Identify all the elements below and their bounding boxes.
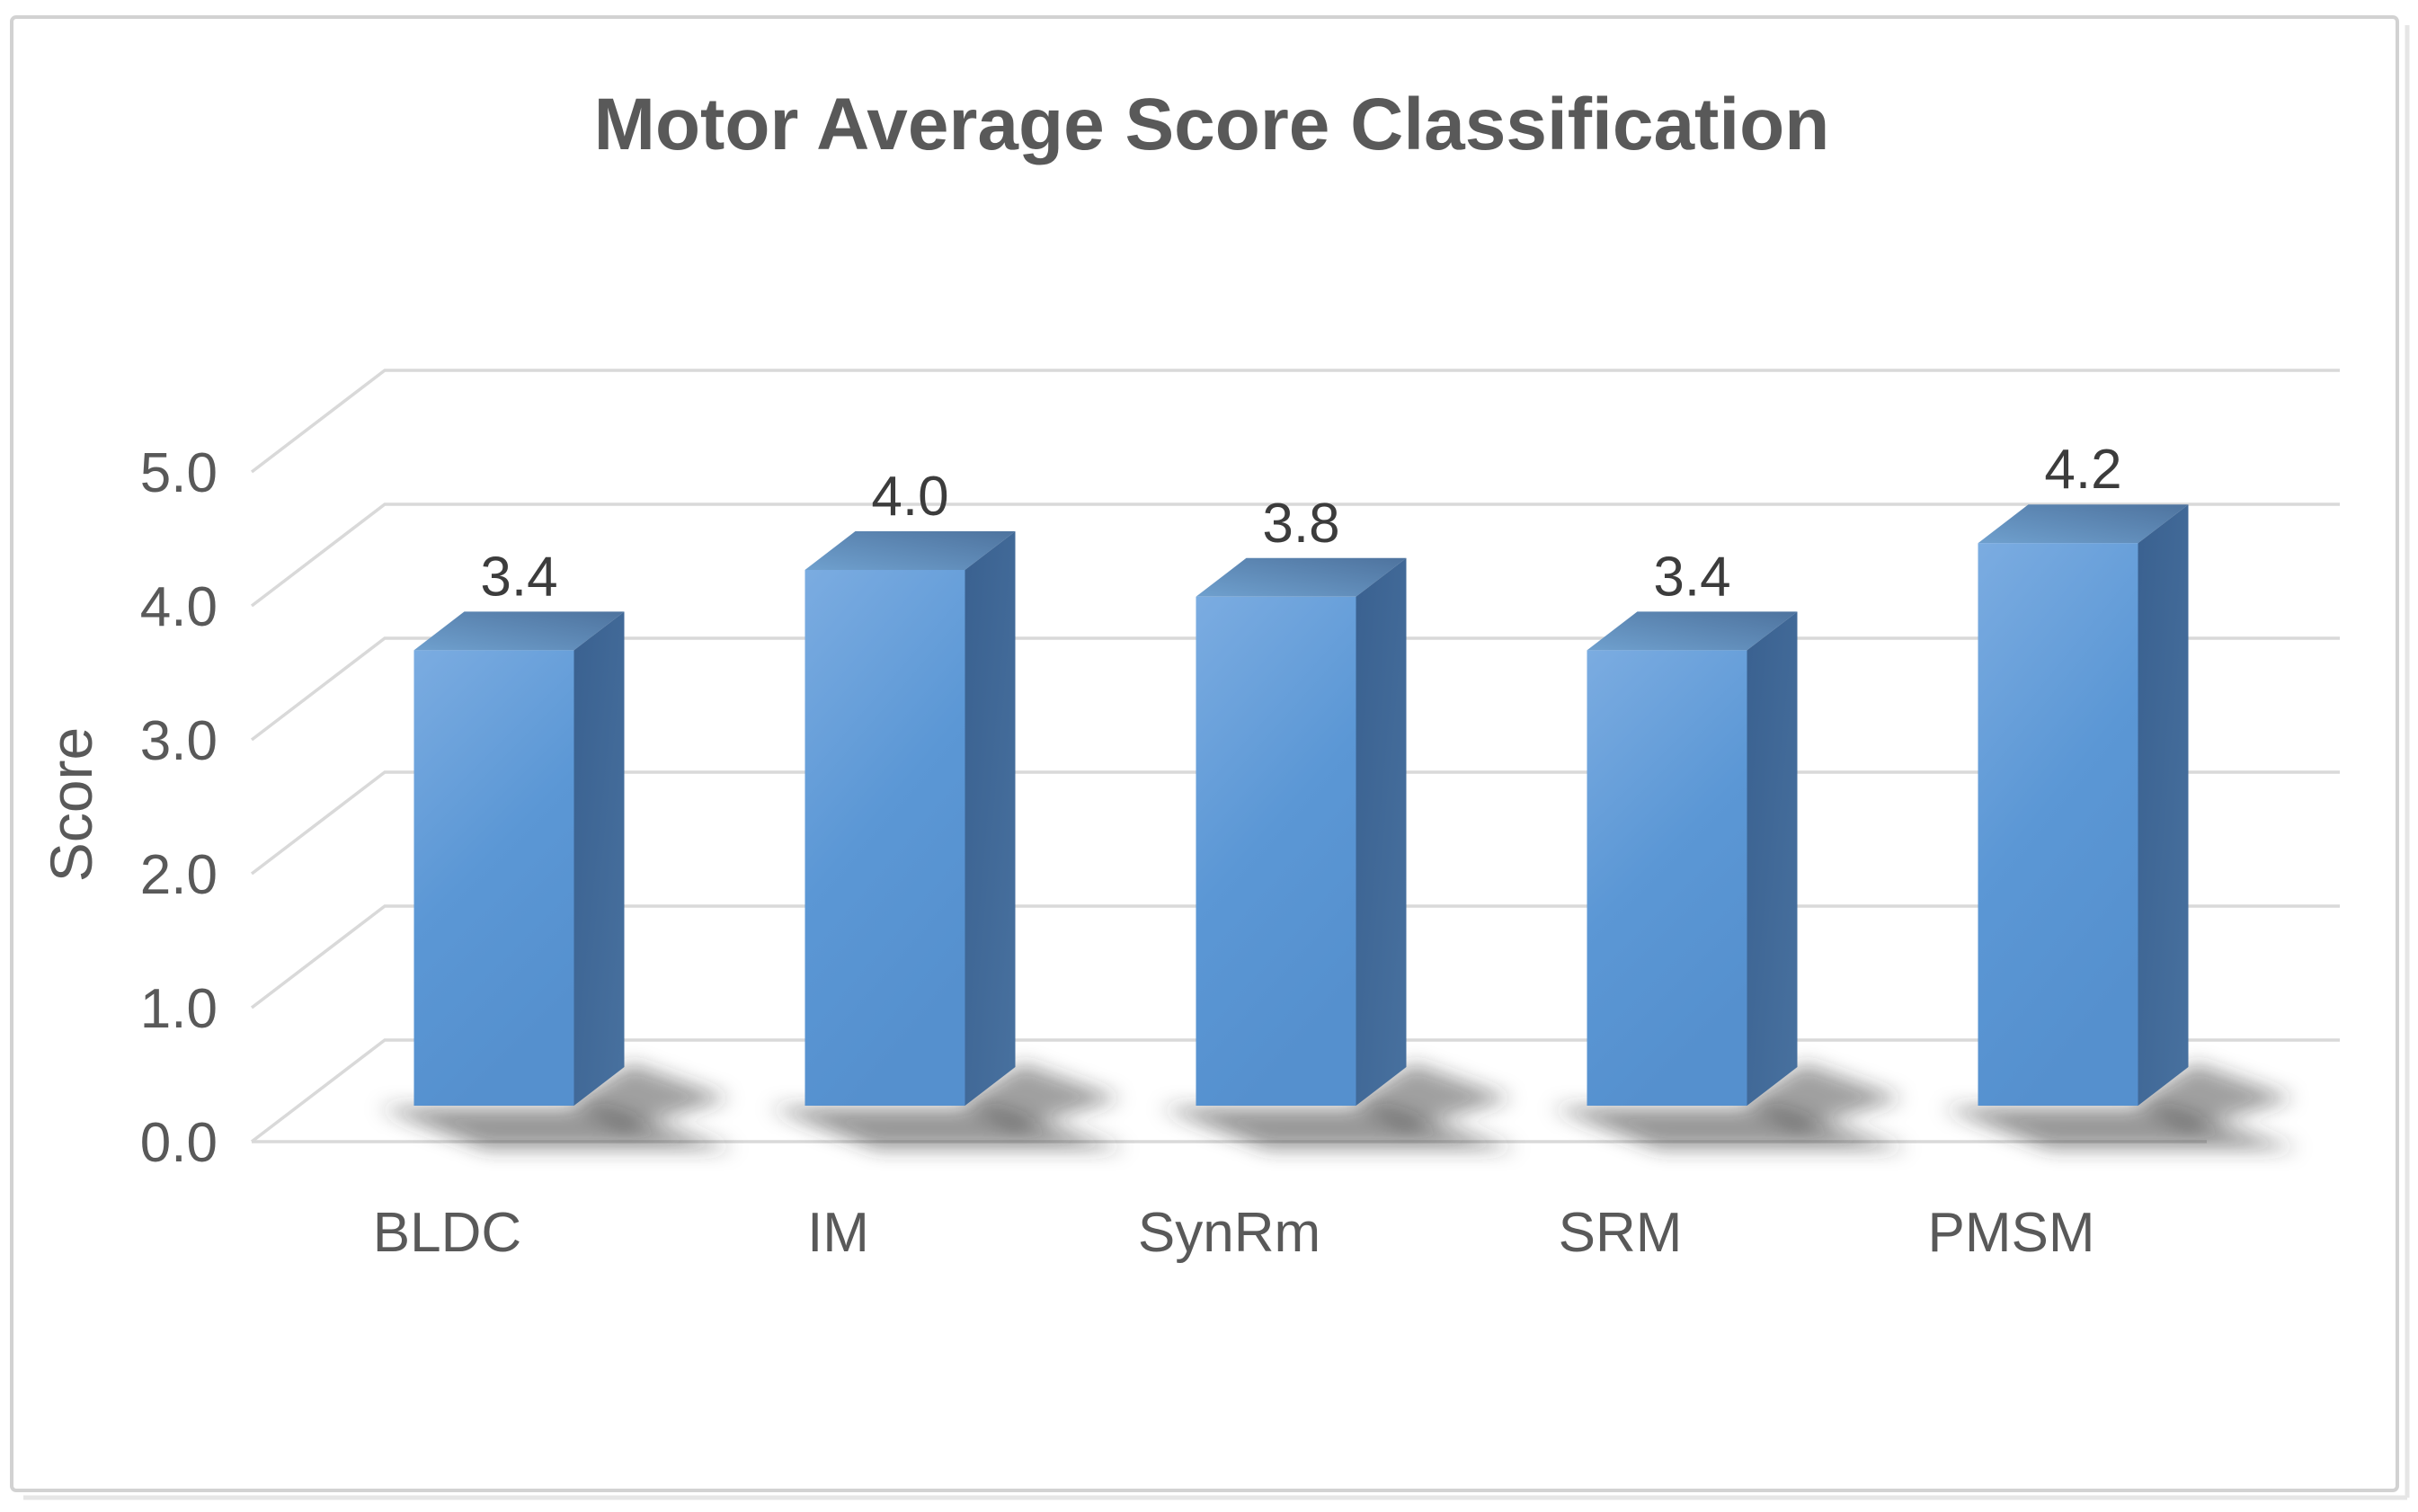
bar-top-face-SRM [1587, 611, 1798, 651]
bar-shadow [1551, 1107, 1909, 1149]
labels-layer: 0.0 1.0 2.0 3.0 4.0 5.0 3.4 BLDC 4.0 IM 3.8 SynRm 3.… [140, 439, 2122, 1264]
bar-value-label-PMSM: 4.2 [2044, 439, 2121, 501]
bar-top-face-IM [805, 531, 1016, 570]
bar-top-face-BLDC [413, 611, 625, 651]
bar-side-face-IM [965, 531, 1016, 1106]
bar-side-face-PMSM [2138, 504, 2189, 1106]
y-tick-label-5.0: 5.0 [140, 442, 218, 504]
y-tick-label-0.0: 0.0 [140, 1112, 218, 1174]
bar-SynRm [1196, 596, 1356, 1106]
bar-PMSM [1978, 543, 2138, 1106]
bar-side-face-SynRm [1356, 557, 1407, 1106]
y-tick-label-4.0: 4.0 [140, 576, 218, 638]
bar-shadow [1160, 1107, 1518, 1149]
bar-shadow [1942, 1107, 2300, 1149]
gridline-5.0 [250, 369, 2340, 474]
bar-BLDC [413, 650, 574, 1106]
bar-side-face-SRM [1747, 611, 1798, 1106]
bar-shadow-side [961, 1063, 1122, 1129]
bar-shadow-side [2134, 1063, 2295, 1129]
bar-shadow-side [570, 1063, 731, 1129]
chart-title: Motor Average Score Classification [594, 84, 1830, 165]
bar-value-label-BLDC: 3.4 [480, 546, 557, 608]
bar-shadow [769, 1107, 1127, 1149]
bar-side-face-BLDC [573, 611, 625, 1106]
bar-SRM [1587, 650, 1747, 1106]
bar-shadow-side [1743, 1063, 1904, 1129]
x-category-label-IM: IM [807, 1202, 869, 1264]
x-category-label-BLDC: BLDC [373, 1202, 521, 1264]
bar-value-label-IM: 4.0 [871, 466, 948, 528]
y-tick-label-2.0: 2.0 [140, 844, 218, 906]
bar-shadow-side [1352, 1063, 1513, 1129]
y-tick-label-3.0: 3.0 [140, 710, 218, 772]
bar-shadow [378, 1107, 736, 1149]
bar-value-label-SRM: 3.4 [1653, 546, 1730, 608]
bar-value-label-SynRm: 3.8 [1262, 493, 1339, 555]
y-axis-title: Score [38, 727, 104, 882]
y-tick-label-1.0: 1.0 [140, 978, 218, 1040]
x-category-label-SynRm: SynRm [1138, 1202, 1320, 1264]
bar-shadows-layer [378, 1063, 2300, 1149]
x-category-label-PMSM: PMSM [1928, 1202, 2095, 1264]
gridline-4.0 [250, 503, 2340, 608]
bar-top-face-PMSM [1978, 504, 2189, 544]
bars-layer [413, 504, 2189, 1106]
x-category-label-SRM: SRM [1559, 1202, 1683, 1264]
bar-IM [805, 570, 965, 1106]
bar-top-face-SynRm [1196, 557, 1407, 597]
